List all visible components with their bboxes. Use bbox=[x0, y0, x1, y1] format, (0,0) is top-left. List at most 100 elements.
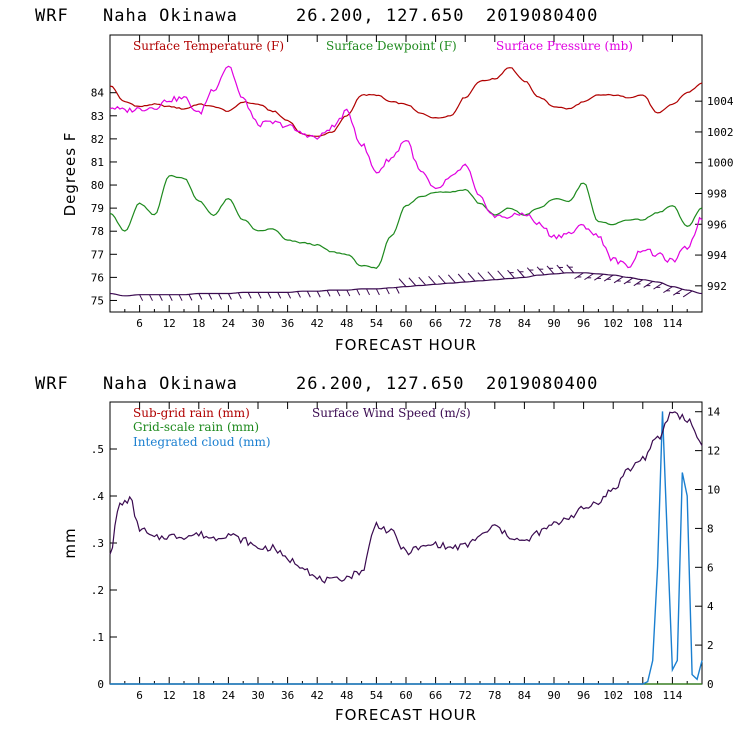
legend-grid-rain: Grid-scale rain (mm) bbox=[133, 420, 259, 434]
y-tick-label: 84 bbox=[91, 87, 105, 100]
wind-barb bbox=[366, 288, 370, 296]
header-location-2: Naha Okinawa bbox=[103, 374, 238, 394]
y2-tick-label: 6 bbox=[707, 561, 714, 574]
wind-barb bbox=[408, 277, 417, 287]
x-tick-label: 102 bbox=[603, 317, 623, 330]
y2-tick-label: 2 bbox=[707, 639, 714, 652]
wind-barb bbox=[623, 277, 634, 285]
bottom-series bbox=[109, 411, 703, 685]
x-tick-label: 24 bbox=[222, 317, 236, 330]
top-y-axis-label: Degrees F bbox=[61, 132, 79, 217]
wind-barb bbox=[546, 265, 555, 275]
wind-barb bbox=[316, 291, 321, 298]
x-tick-label: 90 bbox=[547, 317, 560, 330]
x-tick-label: 54 bbox=[370, 317, 384, 330]
x-tick-label: 18 bbox=[192, 689, 205, 702]
wind-barb bbox=[467, 272, 476, 282]
wind-barb bbox=[356, 288, 361, 296]
wind-barb bbox=[526, 267, 535, 276]
wind-barb bbox=[139, 294, 144, 301]
wind-barb bbox=[208, 293, 213, 300]
x-tick-label: 96 bbox=[577, 689, 590, 702]
wind-barb bbox=[398, 278, 407, 287]
wind-barb bbox=[158, 294, 163, 301]
x-tick-label: 96 bbox=[577, 317, 590, 330]
y-tick-label: 77 bbox=[91, 248, 104, 261]
y2-tick-label: 998 bbox=[707, 188, 727, 201]
y2-tick-label: 12 bbox=[707, 445, 720, 458]
wind-barb bbox=[385, 287, 390, 295]
y-tick-label: 75 bbox=[91, 294, 104, 307]
wind-barb bbox=[566, 264, 575, 274]
wind-barb bbox=[594, 273, 604, 281]
x-tick-label: 12 bbox=[163, 317, 176, 330]
bottom-x-axis-label: FORECAST HOUR bbox=[335, 706, 477, 724]
wind-barb bbox=[326, 290, 331, 297]
bottom-y-axis-label: mm bbox=[61, 527, 79, 558]
wind-barb bbox=[375, 288, 380, 296]
wind-barb bbox=[287, 292, 292, 299]
x-tick-label: 48 bbox=[340, 317, 353, 330]
y-tick-label: .5 bbox=[91, 443, 104, 456]
x-tick-label: 78 bbox=[488, 317, 501, 330]
wind-barb bbox=[682, 290, 693, 298]
y2-tick-label: 4 bbox=[707, 600, 714, 613]
y2-tick-label: 996 bbox=[707, 218, 727, 231]
wind-barb bbox=[395, 287, 400, 294]
wind-barb bbox=[507, 269, 515, 279]
x-tick-label: 6 bbox=[136, 689, 143, 702]
x-tick-label: 36 bbox=[281, 689, 294, 702]
wind-barb bbox=[188, 294, 193, 301]
x-tick-label: 90 bbox=[547, 689, 560, 702]
x-tick-label: 72 bbox=[459, 689, 472, 702]
header-model-2: WRF bbox=[35, 374, 69, 394]
wind-barb bbox=[653, 282, 663, 290]
y-tick-label: 79 bbox=[91, 202, 104, 215]
integrated-cloud-line bbox=[110, 411, 703, 685]
x-tick-label: 66 bbox=[429, 689, 442, 702]
x-tick-label: 72 bbox=[459, 317, 472, 330]
wind-barb bbox=[277, 292, 282, 299]
y2-tick-label: 10 bbox=[707, 484, 720, 497]
y-tick-label: 80 bbox=[91, 179, 104, 192]
x-tick-label: 18 bbox=[192, 317, 205, 330]
top-x-axis-label: FORECAST HOUR bbox=[335, 336, 477, 354]
x-tick-label: 30 bbox=[251, 317, 264, 330]
pressure-line bbox=[109, 65, 703, 269]
wind-barb bbox=[168, 294, 173, 301]
wind-barb bbox=[574, 272, 584, 280]
wind-barb bbox=[247, 292, 252, 299]
x-tick-label: 48 bbox=[340, 689, 353, 702]
bottom-y2-ticks: 0 2 4 6 8 10 12 14 bbox=[695, 406, 721, 691]
x-tick-label: 84 bbox=[518, 689, 532, 702]
header-location: Naha Okinawa bbox=[103, 6, 238, 26]
y-tick-label: 76 bbox=[91, 271, 104, 284]
wind-barb bbox=[218, 293, 222, 300]
top-series bbox=[109, 65, 703, 301]
wind-barb bbox=[517, 269, 525, 278]
y-tick-label: 81 bbox=[91, 156, 104, 169]
legend-subgrid-rain: Sub-grid rain (mm) bbox=[133, 406, 250, 420]
header-coords: 26.200, 127.650 bbox=[296, 6, 465, 26]
header-init-time: 2019080400 bbox=[486, 6, 598, 26]
wind-barb bbox=[603, 274, 614, 282]
x-tick-label: 66 bbox=[429, 317, 442, 330]
wind-barb bbox=[428, 275, 436, 285]
dewpoint-line bbox=[109, 174, 703, 269]
x-tick-label: 84 bbox=[518, 317, 532, 330]
bottom-header: WRF Naha Okinawa 26.200, 127.650 2019080… bbox=[35, 374, 597, 394]
x-tick-label: 54 bbox=[370, 689, 384, 702]
legend-temperature: Surface Temperature (F) bbox=[133, 39, 284, 53]
temperature-line bbox=[109, 67, 703, 137]
y2-tick-label: 994 bbox=[707, 249, 727, 262]
wind-barb bbox=[477, 272, 486, 281]
wind-barb bbox=[438, 275, 446, 284]
top-y2-ticks: 992 994 996 998 1000 1002 1004 bbox=[695, 95, 734, 293]
wind-barb bbox=[418, 276, 427, 286]
wind-barb bbox=[672, 288, 683, 296]
y-tick-label: .4 bbox=[91, 490, 105, 503]
header-coords-2: 26.200, 127.650 bbox=[296, 374, 465, 394]
y2-tick-label: 1004 bbox=[707, 95, 734, 108]
y2-tick-label: 992 bbox=[707, 280, 727, 293]
